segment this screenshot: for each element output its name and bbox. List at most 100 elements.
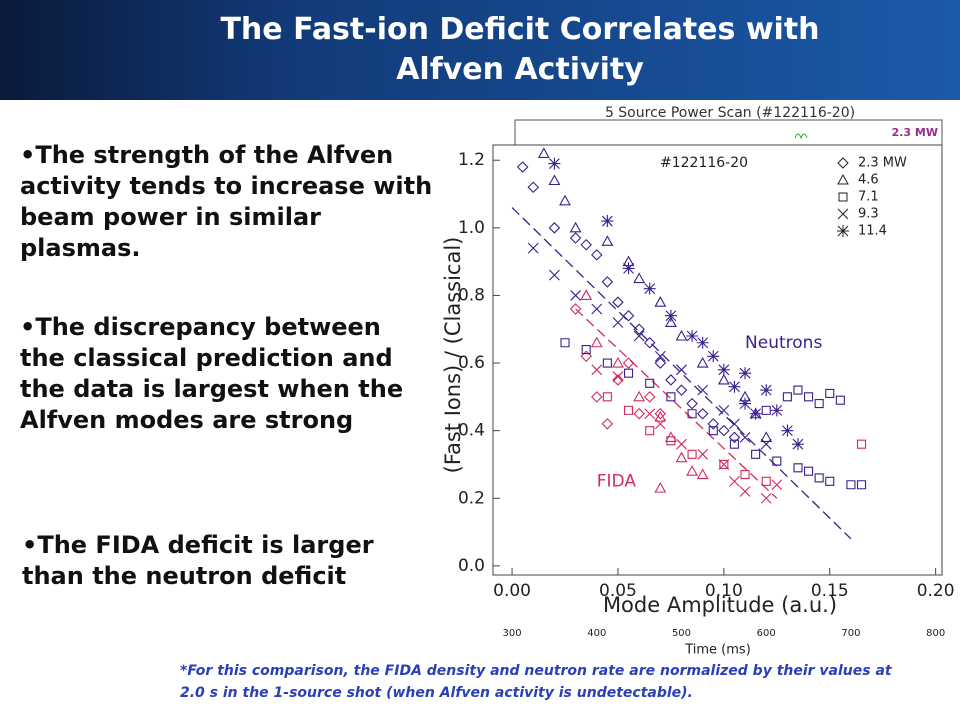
bullet: The strength of the Alfven activity tend… [20,140,440,264]
x-tick-label: 0.00 [493,581,531,601]
bullet: The discrepancy between the classical pr… [20,312,430,436]
neutron-point [707,418,720,430]
neutron-point [846,480,856,490]
fida-point [729,475,740,487]
neutron-point [623,368,634,378]
neutron-point [591,249,603,261]
fida-point [654,418,666,430]
header: The Fast-ion Deficit Correlates with Alf… [0,0,960,100]
x-tick-label: 0.10 [705,581,743,601]
neutron-point [739,432,751,443]
neutron-point [666,392,676,402]
neutron-point [686,329,699,342]
fida-point [644,408,656,420]
neutron-point [549,269,560,281]
fit-line [511,207,852,540]
neutron-point [760,438,772,450]
x2-tick-label: 500 [672,628,691,639]
y-tick-label: 0.8 [458,285,485,305]
fida-point [602,392,612,402]
neutron-point [654,296,667,307]
annotation: #122116-20 [660,155,748,171]
neutron-point [804,466,814,476]
neutron-point [717,363,730,376]
neutron-point [560,338,570,348]
y-tick-label: 1.0 [458,218,485,238]
fida-point [761,476,771,486]
neutron-point [591,303,603,315]
y-tick-label: 0.6 [458,353,485,373]
neutron-point [527,242,539,254]
x-tick-label: 0.20 [917,581,955,601]
neutron-point [602,358,612,368]
x-tick-label: 0.05 [599,581,637,601]
neutron-point [729,418,740,430]
fida-point [718,459,730,470]
x2-tick-label: 400 [587,628,606,639]
neutron-point [696,356,709,368]
neutron-point [622,262,635,275]
fida-point [623,405,634,415]
fida-point [591,364,603,376]
neutron-point [770,404,783,417]
fida-point [601,418,614,430]
neutron-point [569,221,582,233]
neutron-point [781,424,794,437]
x-axis-label: Mode Amplitude (a.u.) [603,593,837,617]
fida-point [580,289,593,300]
x2-tick-label: 700 [841,628,860,639]
bullet: The FIDA deficit is larger than the neut… [22,530,422,592]
neutron-point [761,405,771,415]
neutron-point [793,463,803,473]
fida-point [591,391,603,403]
fida-point [622,357,635,369]
title-line: The Fast-ion Deficit Correlates with [220,12,820,47]
neutron-point [675,384,688,396]
y-axis-label: (Fast Ions) / (Classical) [441,237,465,474]
neutron-point [612,296,624,308]
neutron-point [717,373,730,385]
neutron-point [856,480,867,490]
neutron-point [708,426,718,436]
y-tick-label: 1.2 [458,150,485,170]
fida-point [666,436,676,446]
neutron-point [782,392,792,402]
neutron-point [570,290,581,301]
fida-point [675,451,688,463]
fida-point [654,410,667,422]
inset-label: 2.3 MW [892,126,938,139]
fida-point [612,371,624,382]
legend-marker [837,225,849,237]
neutron-point [643,282,656,295]
fida-point [654,407,667,420]
legend-marker [838,192,848,202]
neutron-point [697,384,709,396]
fida-point [633,390,646,402]
legend-label: 7.1 [858,190,879,205]
neutron-point [686,397,698,410]
neutron-point [601,235,614,246]
neutron-point [601,215,614,228]
title-line: Alfven Activity [396,52,644,87]
fida-point [612,356,624,368]
neutron-point [751,449,761,459]
fida-point [643,391,656,403]
neutron-point [548,174,561,186]
fida-point [856,439,867,449]
legend-label: 2.3 MW [858,156,907,171]
fida-point [676,438,687,450]
y-tick-label: 0.4 [458,421,485,441]
neutron-point [676,364,687,376]
fida-point [633,407,645,420]
neutron-point [749,407,762,420]
y-tick-label: 0.2 [458,488,485,508]
neutron-point [675,329,688,341]
neutron-point [645,378,655,388]
fida-point [696,468,709,480]
fida-point [687,449,697,459]
neutron-point [665,374,677,386]
fida-point [686,465,699,476]
neutron-point [739,397,752,410]
